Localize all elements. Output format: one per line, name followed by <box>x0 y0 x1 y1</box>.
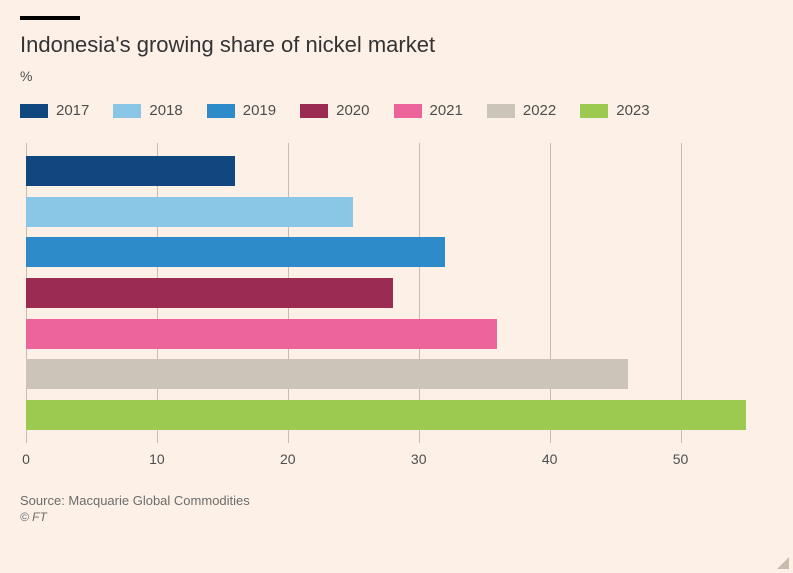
legend-swatch-2020 <box>300 104 328 118</box>
legend-label: 2020 <box>336 102 369 119</box>
bar-2021 <box>26 319 497 349</box>
chart-title: Indonesia's growing share of nickel mark… <box>20 32 773 58</box>
legend-label: 2019 <box>243 102 276 119</box>
resize-handle-icon <box>777 557 789 569</box>
legend: 2017 2018 2019 2020 2021 2022 2023 <box>20 102 773 119</box>
legend-swatch-2022 <box>487 104 515 118</box>
legend-label: 2017 <box>56 102 89 119</box>
x-tick-label: 10 <box>149 451 165 467</box>
bars <box>26 143 746 443</box>
legend-label: 2021 <box>430 102 463 119</box>
legend-label: 2018 <box>149 102 182 119</box>
x-tick-label: 50 <box>673 451 689 467</box>
bar-2020 <box>26 278 393 308</box>
bar-2022 <box>26 359 628 389</box>
legend-item: 2018 <box>113 102 182 119</box>
legend-label: 2023 <box>616 102 649 119</box>
legend-swatch-2019 <box>207 104 235 118</box>
legend-label: 2022 <box>523 102 556 119</box>
chart-container: Indonesia's growing share of nickel mark… <box>0 0 793 573</box>
x-tick-label: 40 <box>542 451 558 467</box>
credit-line: © FT <box>20 510 773 524</box>
x-tick-label: 0 <box>22 451 30 467</box>
legend-item: 2019 <box>207 102 276 119</box>
x-tick-label: 20 <box>280 451 296 467</box>
legend-item: 2020 <box>300 102 369 119</box>
source-line: Source: Macquarie Global Commodities <box>20 493 773 508</box>
legend-item: 2022 <box>487 102 556 119</box>
bar-2018 <box>26 197 353 227</box>
bar-2019 <box>26 237 445 267</box>
legend-swatch-2023 <box>580 104 608 118</box>
legend-swatch-2017 <box>20 104 48 118</box>
bar-2023 <box>26 400 746 430</box>
legend-item: 2021 <box>394 102 463 119</box>
legend-item: 2017 <box>20 102 89 119</box>
x-axis: 01020304050 <box>26 449 746 473</box>
accent-bar <box>20 16 80 20</box>
bar-2017 <box>26 156 235 186</box>
legend-swatch-2021 <box>394 104 422 118</box>
legend-swatch-2018 <box>113 104 141 118</box>
x-tick-label: 30 <box>411 451 427 467</box>
y-axis-unit-label: % <box>20 68 773 84</box>
plot-area <box>26 143 746 443</box>
legend-item: 2023 <box>580 102 649 119</box>
